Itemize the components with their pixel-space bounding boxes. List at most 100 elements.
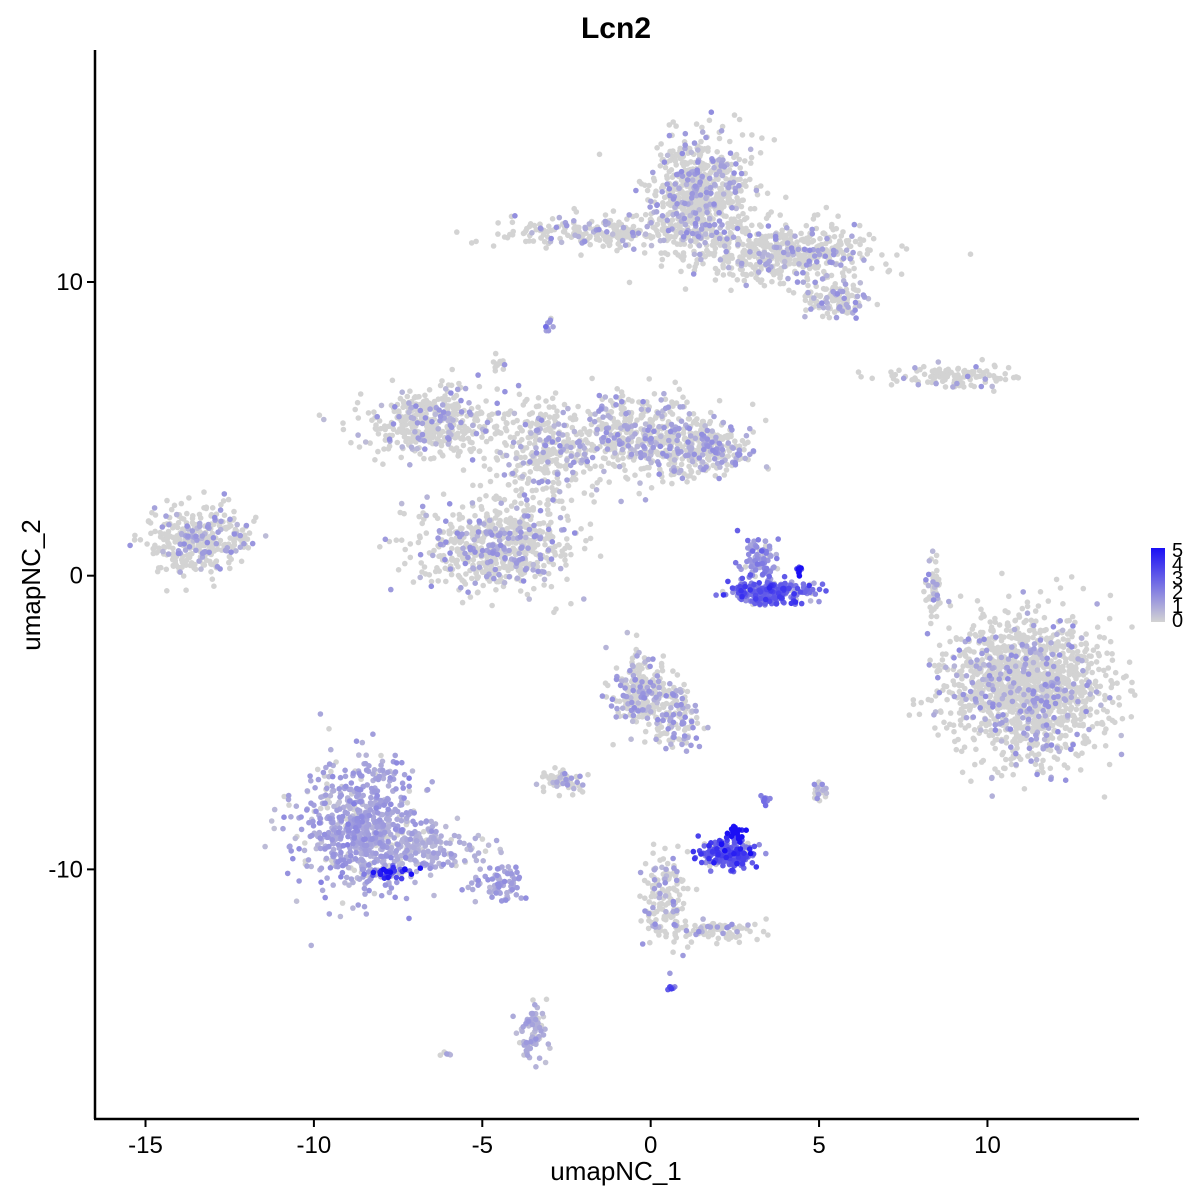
data-point bbox=[758, 241, 764, 248]
data-point bbox=[1083, 641, 1090, 648]
data-point bbox=[693, 430, 699, 437]
data-point bbox=[558, 553, 564, 559]
data-point bbox=[546, 404, 553, 410]
data-point bbox=[1047, 747, 1054, 754]
data-point bbox=[1002, 645, 1008, 652]
data-point bbox=[1060, 601, 1066, 607]
data-point bbox=[720, 272, 727, 278]
data-point bbox=[437, 382, 444, 389]
data-point bbox=[437, 553, 444, 559]
data-point bbox=[231, 538, 237, 544]
data-point bbox=[831, 233, 838, 240]
data-point bbox=[569, 792, 576, 798]
data-point bbox=[158, 564, 164, 571]
data-point bbox=[1016, 614, 1023, 620]
data-point bbox=[509, 232, 516, 238]
data-point bbox=[1002, 376, 1009, 383]
data-point bbox=[541, 562, 547, 569]
data-point bbox=[1126, 659, 1133, 665]
data-point bbox=[151, 549, 158, 556]
data-point bbox=[578, 431, 585, 438]
data-point bbox=[761, 282, 768, 289]
data-point bbox=[794, 239, 800, 245]
data-point bbox=[972, 761, 978, 768]
data-point bbox=[979, 356, 985, 363]
data-point bbox=[672, 234, 678, 240]
data-point bbox=[966, 702, 972, 709]
data-point bbox=[550, 479, 557, 486]
data-point bbox=[398, 454, 405, 461]
data-point bbox=[680, 430, 687, 436]
data-point bbox=[477, 482, 484, 489]
data-point bbox=[468, 448, 474, 455]
data-point bbox=[406, 429, 412, 435]
data-point bbox=[754, 191, 761, 198]
data-point bbox=[682, 286, 689, 292]
data-point bbox=[641, 242, 647, 248]
data-point bbox=[731, 112, 738, 118]
data-point bbox=[857, 241, 863, 248]
data-point bbox=[554, 408, 560, 415]
data-point bbox=[1080, 585, 1087, 592]
data-point bbox=[145, 518, 152, 524]
data-point bbox=[530, 238, 537, 244]
data-point bbox=[442, 393, 448, 399]
data-point bbox=[494, 386, 501, 392]
data-point bbox=[1038, 762, 1044, 768]
data-point bbox=[826, 314, 833, 321]
data-point bbox=[810, 237, 817, 244]
data-point bbox=[851, 273, 858, 279]
data-point bbox=[1056, 735, 1063, 741]
data-point bbox=[461, 423, 468, 430]
data-point bbox=[659, 667, 666, 674]
data-point bbox=[597, 553, 604, 559]
data-point bbox=[654, 221, 661, 228]
data-point bbox=[906, 712, 913, 718]
data-point bbox=[699, 124, 705, 131]
data-point bbox=[549, 395, 556, 402]
chart-title: Lcn2 bbox=[581, 12, 651, 45]
data-point bbox=[389, 377, 396, 384]
data-point bbox=[1066, 671, 1073, 678]
data-point bbox=[1102, 692, 1108, 699]
data-point bbox=[564, 536, 570, 542]
data-point bbox=[611, 222, 617, 228]
data-point bbox=[494, 509, 500, 515]
data-point bbox=[960, 663, 966, 669]
data-point bbox=[449, 524, 455, 530]
data-point bbox=[581, 545, 588, 552]
data-point bbox=[207, 558, 213, 565]
data-point bbox=[1013, 723, 1019, 730]
data-point bbox=[746, 237, 752, 244]
data-point bbox=[624, 216, 630, 222]
data-point bbox=[552, 765, 558, 771]
data-point bbox=[805, 282, 811, 289]
data-point bbox=[869, 265, 875, 272]
data-point bbox=[765, 212, 772, 219]
data-point bbox=[411, 395, 418, 401]
data-point bbox=[504, 507, 510, 514]
data-point bbox=[625, 396, 632, 403]
data-point bbox=[737, 165, 743, 171]
data-point bbox=[632, 472, 638, 479]
data-point bbox=[481, 455, 487, 462]
data-point bbox=[622, 232, 628, 238]
data-point bbox=[1029, 750, 1035, 756]
data-point bbox=[452, 435, 458, 441]
data-point bbox=[694, 720, 701, 726]
data-point bbox=[406, 788, 413, 794]
data-point bbox=[734, 195, 740, 201]
data-point bbox=[1041, 614, 1048, 621]
data-point bbox=[986, 721, 993, 727]
data-point bbox=[448, 571, 455, 578]
data-point bbox=[431, 398, 438, 405]
data-point bbox=[743, 260, 749, 267]
data-point bbox=[587, 521, 594, 527]
data-point bbox=[743, 183, 749, 189]
data-point bbox=[641, 250, 648, 256]
data-point bbox=[537, 500, 543, 506]
data-point bbox=[416, 533, 423, 539]
data-point bbox=[514, 430, 521, 437]
data-point bbox=[1119, 715, 1126, 722]
data-point bbox=[1101, 794, 1108, 800]
